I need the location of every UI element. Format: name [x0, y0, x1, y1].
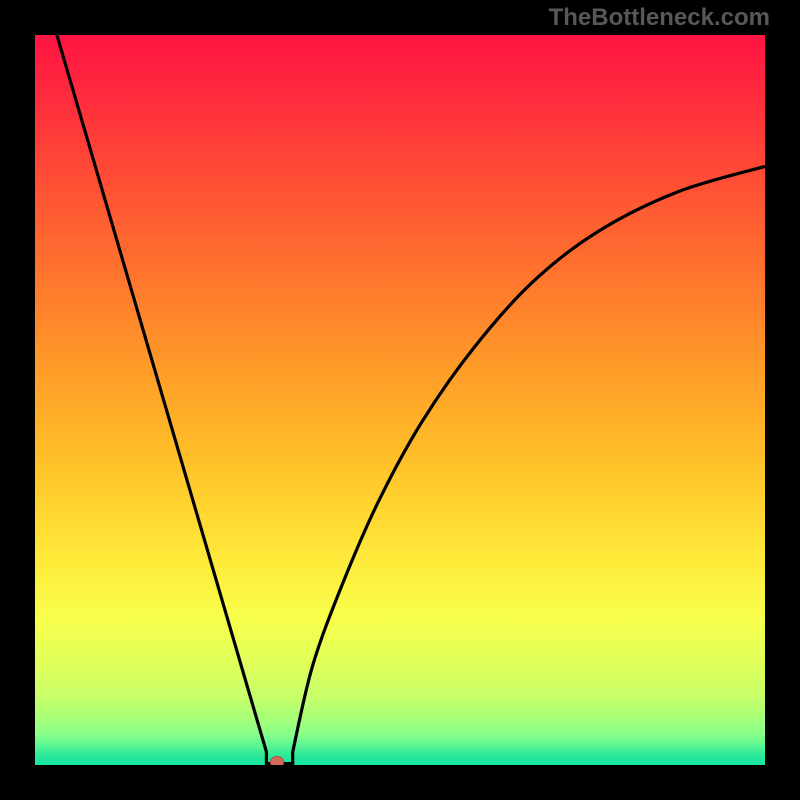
chart-stage: TheBottleneck.com [0, 0, 800, 800]
curve-svg [35, 35, 765, 765]
min-marker [270, 756, 284, 765]
plot-area [35, 35, 765, 765]
watermark-text: TheBottleneck.com [549, 4, 770, 32]
bottleneck-curve [57, 35, 765, 764]
